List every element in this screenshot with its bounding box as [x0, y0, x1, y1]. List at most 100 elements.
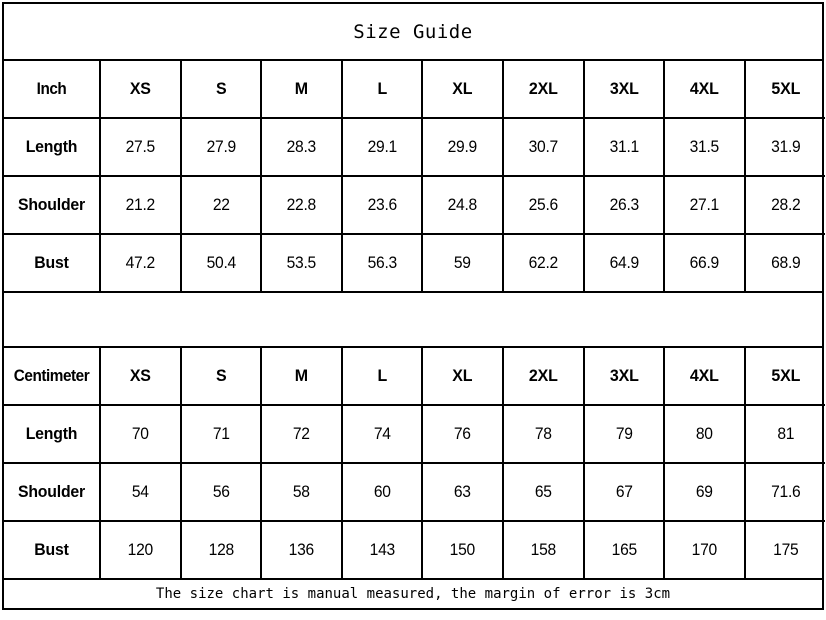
cell-value: 68.9	[770, 253, 801, 272]
cell-inch-bust-l: 56.3	[340, 233, 424, 291]
table-row: Bust 47.2 50.4 53.5 56.3 59 62.2 64.9 66…	[4, 233, 826, 291]
cell-value: 79	[615, 424, 633, 443]
centimeter-size-table: Centimeter XS S M L XL 2XL 3XL 4XL 5XL L…	[4, 348, 826, 578]
cell-value: 81	[777, 424, 794, 443]
cell-cm-length-l: 74	[340, 404, 424, 464]
cell-value: 27.5	[125, 137, 156, 156]
cell-value: 50.4	[206, 253, 236, 272]
row-label-length: Length	[4, 404, 101, 464]
column-header-2xl: 2XL	[501, 61, 585, 119]
footer-note-text: The size chart is manual measured, the m…	[155, 586, 671, 602]
column-header-xl: XL	[421, 61, 504, 119]
row-label-shoulder-text: Shoulder	[17, 195, 86, 214]
cell-value: 22	[212, 195, 230, 214]
cell-value: 28.3	[286, 137, 317, 156]
table-row: Shoulder 21.2 22 22.8 23.6 24.8 25.6 26.…	[4, 175, 826, 235]
cell-inch-shoulder-3xl: 26.3	[582, 175, 666, 235]
cell-inch-shoulder-l: 23.6	[340, 175, 424, 235]
cell-value: 72	[293, 424, 310, 443]
cell-inch-shoulder-4xl: 27.1	[663, 175, 746, 235]
cell-value: 71.6	[770, 482, 801, 501]
cell-value: 175	[772, 540, 799, 559]
column-header-m-label: M	[294, 79, 309, 98]
column-header-l: L	[340, 61, 424, 119]
cell-value: 22.8	[286, 195, 317, 214]
inch-size-table: Inch XS S M L XL 2XL 3XL 4XL 5XL Length …	[4, 61, 826, 291]
column-header-xl: XL	[421, 348, 504, 406]
cell-value: 24.8	[447, 195, 478, 214]
cell-value: 80	[696, 424, 713, 443]
cell-value: 26.3	[609, 195, 639, 214]
column-header-4xl: 4XL	[663, 61, 746, 119]
cell-value: 31.1	[609, 137, 639, 156]
cell-value: 65	[534, 482, 552, 501]
column-header-unit-label: Inch	[36, 79, 67, 98]
cell-value: 71	[212, 424, 230, 443]
cell-cm-length-xs: 70	[99, 404, 182, 464]
cell-cm-shoulder-xl: 63	[421, 462, 504, 522]
column-header-s-label: S	[215, 366, 227, 385]
footer-note-row: The size chart is manual measured, the m…	[4, 578, 822, 608]
row-label-bust-text: Bust	[34, 253, 69, 272]
row-label-shoulder: Shoulder	[4, 462, 101, 522]
table-row: Length 70 71 72 74 76 78 79 80 81	[4, 404, 826, 464]
cell-inch-shoulder-xs: 21.2	[99, 175, 182, 235]
row-label-bust-text: Bust	[34, 540, 69, 559]
cell-inch-length-m: 28.3	[260, 117, 343, 177]
cell-value: 56.3	[367, 253, 397, 272]
cell-value: 28.2	[770, 195, 801, 214]
cell-cm-length-xl: 76	[421, 404, 504, 464]
column-header-3xl: 3XL	[582, 61, 666, 119]
cell-inch-shoulder-xl: 24.8	[421, 175, 504, 235]
cell-cm-shoulder-2xl: 65	[501, 462, 585, 522]
row-label-length-text: Length	[25, 137, 78, 156]
cell-value: 47.2	[125, 253, 156, 272]
cell-cm-shoulder-3xl: 67	[582, 462, 666, 522]
cell-inch-length-l: 29.1	[340, 117, 424, 177]
column-header-m-label: M	[294, 366, 309, 385]
cell-value: 25.6	[528, 195, 559, 214]
cell-value: 29.9	[447, 137, 478, 156]
cell-cm-shoulder-xs: 54	[99, 462, 182, 522]
cell-cm-length-5xl: 81	[743, 404, 826, 464]
cell-inch-shoulder-m: 22.8	[260, 175, 343, 235]
size-guide-title-row: Size Guide	[4, 4, 822, 61]
cell-inch-shoulder-5xl: 28.2	[743, 175, 826, 235]
page-title: Size Guide	[353, 20, 473, 43]
column-header-2xl-label: 2XL	[528, 79, 558, 98]
row-label-length-text: Length	[25, 424, 78, 443]
column-header-4xl-label: 4XL	[690, 79, 719, 98]
cell-cm-length-s: 71	[179, 404, 263, 464]
row-label-shoulder-text: Shoulder	[17, 482, 86, 501]
column-header-xs: XS	[99, 348, 182, 406]
column-header-5xl: 5XL	[743, 348, 826, 406]
cell-cm-bust-4xl: 170	[663, 520, 746, 578]
cell-cm-shoulder-4xl: 69	[663, 462, 746, 522]
cell-cm-bust-s: 128	[179, 520, 263, 578]
column-header-l-label: L	[377, 79, 387, 98]
cell-cm-bust-xs: 120	[99, 520, 182, 578]
column-header-5xl-label: 5XL	[771, 366, 800, 385]
cell-inch-bust-3xl: 64.9	[582, 233, 666, 291]
column-header-2xl-label: 2XL	[528, 366, 558, 385]
size-guide-chart: Size Guide Inch XS S M L XL 2XL 3XL 4XL …	[2, 2, 826, 610]
cell-inch-bust-2xl: 62.2	[501, 233, 585, 291]
cell-cm-shoulder-m: 58	[260, 462, 343, 522]
column-header-l-label: L	[377, 366, 387, 385]
cell-value: 143	[369, 540, 395, 559]
column-header-3xl-label: 3XL	[609, 79, 639, 98]
column-header-m: M	[260, 348, 343, 406]
cell-value: 69	[696, 482, 713, 501]
column-header-s: S	[179, 348, 263, 406]
table-header-row: Inch XS S M L XL 2XL 3XL 4XL 5XL	[4, 61, 826, 119]
cell-value: 120	[127, 540, 154, 559]
cell-cm-bust-m: 136	[260, 520, 343, 578]
column-header-xs-label: XS	[129, 79, 151, 98]
cell-inch-length-xl: 29.9	[421, 117, 504, 177]
row-label-length: Length	[4, 117, 101, 177]
cell-inch-length-s: 27.9	[179, 117, 263, 177]
column-header-unit: Centimeter	[4, 348, 101, 406]
table-row: Length 27.5 27.9 28.3 29.1 29.9 30.7 31.…	[4, 117, 826, 177]
cell-inch-bust-s: 50.4	[179, 233, 263, 291]
cell-value: 59	[454, 253, 472, 272]
